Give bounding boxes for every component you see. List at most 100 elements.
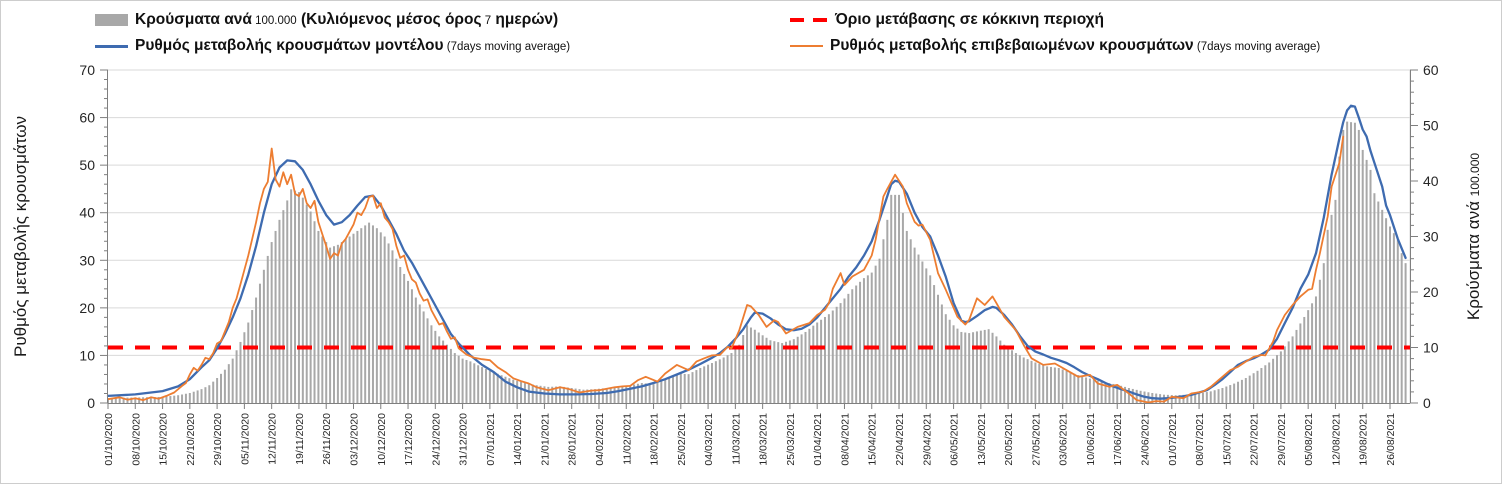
daily-bar <box>1077 375 1080 403</box>
daily-bar <box>866 275 869 403</box>
daily-bar <box>796 336 799 403</box>
daily-bar <box>208 385 211 403</box>
daily-bar <box>1112 383 1115 403</box>
daily-bar <box>461 358 464 403</box>
daily-bar <box>449 348 452 403</box>
daily-bar <box>722 357 725 403</box>
x-tick-label: 06/05/2021 <box>949 413 961 466</box>
left-tick-label: 0 <box>87 395 95 411</box>
daily-bar <box>368 222 371 404</box>
daily-bar <box>574 388 577 403</box>
x-tick-label: 08/04/2021 <box>839 413 851 466</box>
daily-bar <box>181 394 184 403</box>
daily-bar <box>1307 310 1310 403</box>
daily-bar <box>1042 365 1045 403</box>
daily-bar <box>446 344 449 403</box>
daily-bar <box>255 297 258 403</box>
daily-bar <box>1100 381 1103 403</box>
daily-bar <box>933 285 936 403</box>
daily-bar <box>746 325 749 403</box>
daily-bar <box>578 389 581 404</box>
daily-bar <box>1065 371 1068 403</box>
daily-bar <box>956 328 959 403</box>
daily-bar <box>995 336 998 403</box>
daily-bar <box>1069 372 1072 403</box>
daily-bar <box>621 386 624 403</box>
daily-bar <box>1353 122 1356 403</box>
daily-bar <box>1264 365 1267 403</box>
daily-bar <box>375 228 378 403</box>
daily-bar <box>913 247 916 403</box>
daily-bar <box>999 340 1002 403</box>
daily-bar <box>520 381 523 403</box>
daily-bar <box>991 332 994 403</box>
daily-bar <box>177 395 180 403</box>
daily-bar <box>707 364 710 403</box>
daily-bar <box>484 368 487 403</box>
daily-bar <box>426 318 429 403</box>
daily-bar <box>512 379 515 403</box>
daily-bar <box>1046 366 1049 403</box>
daily-bar <box>940 304 943 403</box>
legend-text-part: Όριο μετάβασης σε κόκκινη περιοχή <box>835 11 1105 28</box>
daily-bar <box>695 370 698 403</box>
daily-bar <box>859 281 862 403</box>
daily-bar <box>870 272 873 403</box>
legend-text-part: ημερών) <box>491 11 559 28</box>
daily-bar <box>921 261 924 403</box>
x-tick-label: 22/04/2021 <box>894 413 906 466</box>
daily-bar <box>773 341 776 403</box>
daily-bar <box>948 319 951 403</box>
daily-bar <box>469 361 472 404</box>
daily-bar <box>1190 394 1193 403</box>
legend-text-part: 7 <box>481 15 492 27</box>
daily-bar <box>703 366 706 403</box>
x-tick-label: 01/07/2021 <box>1167 413 1179 466</box>
x-tick-label: 27/05/2021 <box>1030 413 1042 466</box>
daily-bar <box>1361 149 1364 403</box>
daily-bar <box>952 325 955 403</box>
x-tick-label: 29/04/2021 <box>921 413 933 466</box>
legend-column-right: Όριο μετάβασης σε κόκκινη περιοχή Ρυθμός… <box>790 7 1320 59</box>
daily-bar <box>625 385 628 403</box>
daily-bar <box>149 397 152 403</box>
daily-bar <box>894 194 897 404</box>
daily-bar <box>145 397 148 403</box>
daily-bar <box>862 278 865 404</box>
daily-bar <box>1139 390 1142 403</box>
left-tick-label: 20 <box>79 300 95 316</box>
daily-bar <box>371 225 374 403</box>
daily-bar <box>1186 394 1189 403</box>
daily-bar <box>1217 389 1220 404</box>
daily-bar <box>531 384 534 403</box>
daily-bar <box>633 384 636 403</box>
daily-bar <box>1279 351 1282 403</box>
daily-bar <box>1209 391 1212 403</box>
x-tick-label: 15/10/2020 <box>158 413 170 466</box>
daily-bar <box>286 200 289 403</box>
daily-bar <box>356 230 359 403</box>
daily-bar <box>1291 336 1294 403</box>
legend-label-cases-bars: Κρούσματα ανά 100.000 (Κυλιόμενος μέσος … <box>135 11 558 29</box>
daily-bar <box>1404 263 1407 403</box>
daily-bar <box>434 330 437 403</box>
daily-bar <box>1346 121 1349 404</box>
x-tick-label: 03/12/2020 <box>348 413 360 466</box>
x-tick-label: 19/08/2021 <box>1358 413 1370 466</box>
daily-bar <box>278 219 281 403</box>
daily-bar <box>1233 383 1236 403</box>
daily-bar <box>629 385 632 403</box>
daily-bar <box>169 396 172 403</box>
daily-bar <box>668 377 671 403</box>
daily-bar <box>714 361 717 403</box>
daily-bar <box>294 190 297 403</box>
daily-bar <box>605 388 608 403</box>
daily-bar <box>944 314 947 403</box>
daily-bar <box>508 378 511 403</box>
x-tick-label: 26/11/2020 <box>321 413 333 465</box>
daily-bar <box>843 298 846 403</box>
left-tick-label: 70 <box>79 62 95 78</box>
daily-bar <box>274 230 277 403</box>
daily-bar <box>1389 226 1391 403</box>
